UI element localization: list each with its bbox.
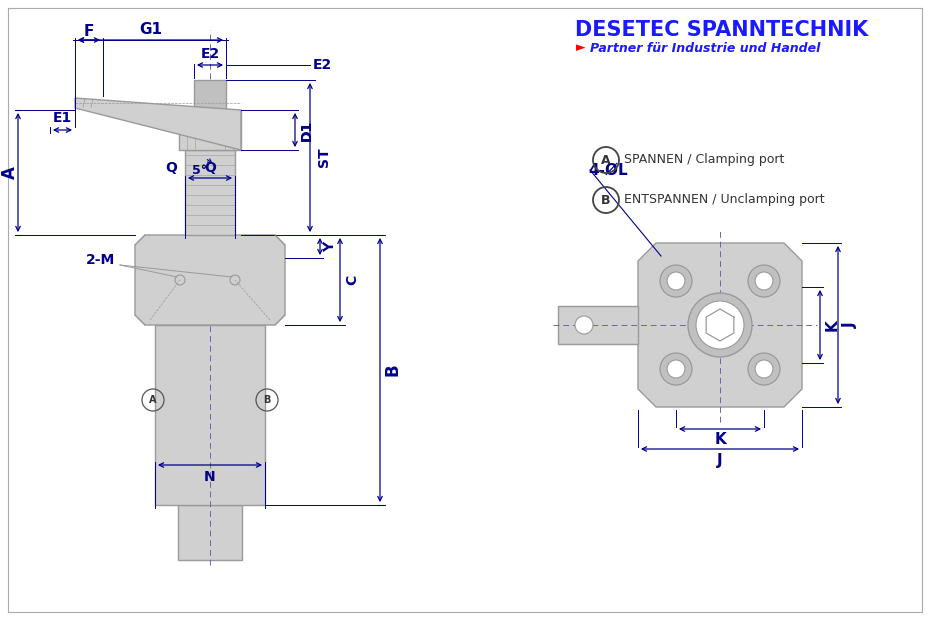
Text: 2-M: 2-M (86, 253, 114, 267)
Text: J: J (717, 453, 723, 467)
Text: K: K (714, 433, 726, 448)
Circle shape (660, 353, 692, 385)
Circle shape (660, 265, 692, 297)
Polygon shape (135, 235, 285, 325)
Text: B: B (383, 364, 401, 376)
Text: A: A (601, 154, 611, 167)
Circle shape (748, 265, 780, 297)
Text: E1: E1 (53, 111, 73, 125)
Text: Q: Q (204, 161, 216, 175)
Circle shape (748, 353, 780, 385)
Circle shape (755, 272, 773, 290)
Text: D1: D1 (300, 120, 314, 141)
Circle shape (667, 272, 685, 290)
Polygon shape (558, 306, 638, 344)
Text: 5°: 5° (193, 164, 207, 177)
Text: A: A (1, 166, 19, 179)
Text: DESETEC SPANNTECHNIK: DESETEC SPANNTECHNIK (575, 20, 869, 40)
Text: ST: ST (317, 148, 331, 167)
Text: Y: Y (323, 241, 337, 252)
Text: B: B (263, 395, 271, 405)
Polygon shape (178, 505, 242, 560)
Text: Partner für Industrie und Handel: Partner für Industrie und Handel (590, 42, 820, 55)
Circle shape (575, 316, 593, 334)
Text: J: J (843, 322, 857, 328)
Text: G1: G1 (139, 22, 162, 37)
Text: E2: E2 (200, 47, 219, 61)
Polygon shape (75, 98, 241, 150)
Text: D1: D1 (300, 120, 314, 141)
Text: SPANNEN / Clamping port: SPANNEN / Clamping port (624, 154, 784, 167)
Polygon shape (155, 325, 265, 505)
Text: F: F (84, 25, 94, 40)
Circle shape (688, 293, 752, 357)
Text: 4-ØL: 4-ØL (588, 162, 628, 177)
Text: C: C (345, 275, 359, 285)
Polygon shape (638, 243, 802, 407)
Text: A: A (149, 395, 157, 405)
Polygon shape (194, 80, 226, 110)
Text: ►: ► (576, 42, 586, 55)
Circle shape (696, 301, 744, 349)
Circle shape (667, 360, 685, 378)
Text: B: B (602, 193, 611, 206)
Circle shape (755, 360, 773, 378)
Text: Q: Q (166, 161, 177, 175)
Text: E2: E2 (313, 58, 332, 72)
Text: N: N (205, 470, 216, 484)
Text: ENTSPANNEN / Unclamping port: ENTSPANNEN / Unclamping port (624, 193, 825, 206)
Text: K: K (825, 319, 840, 331)
Polygon shape (179, 110, 241, 150)
Polygon shape (185, 150, 235, 235)
